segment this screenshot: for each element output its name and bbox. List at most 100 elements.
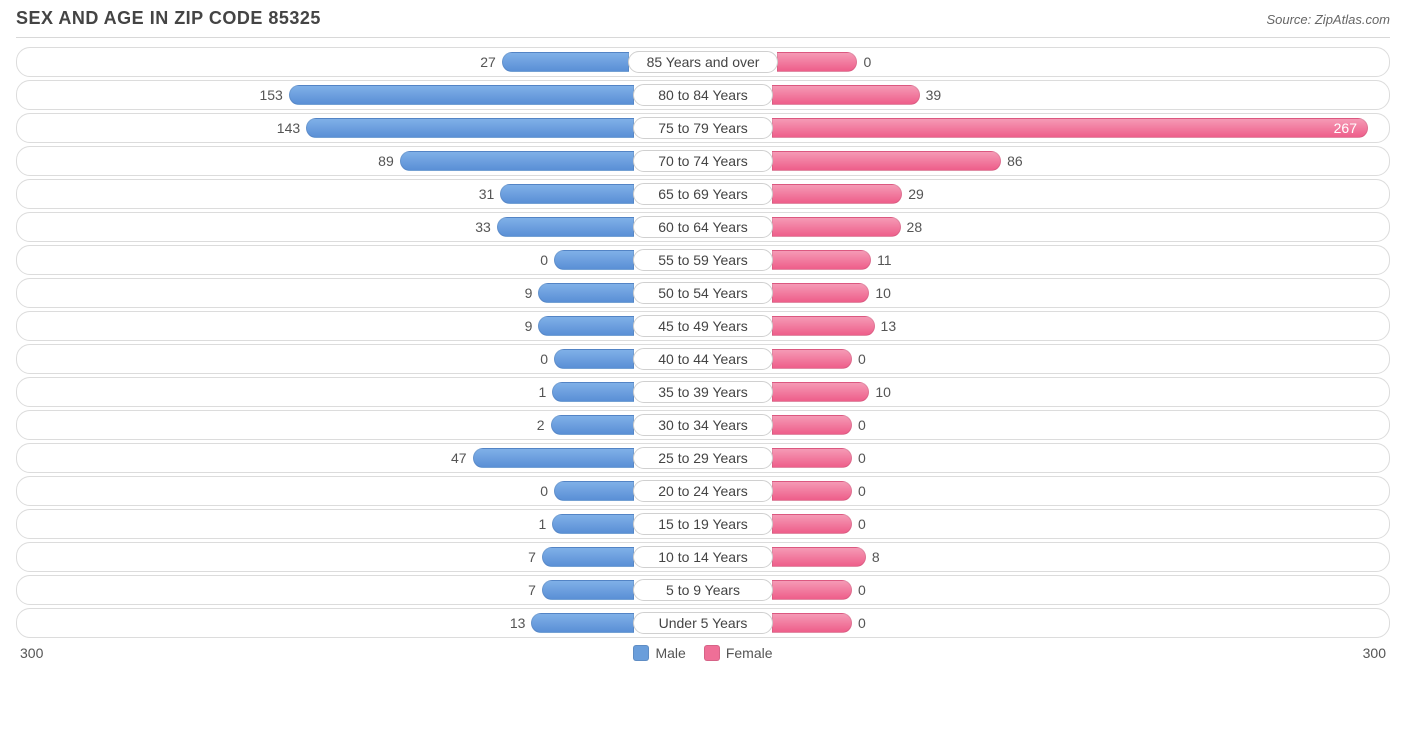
female-value: 29 [902, 186, 930, 202]
male-value: 0 [534, 351, 554, 367]
age-group-label: Under 5 Years [633, 612, 773, 634]
pyramid-row: 47 25 to 29 Years 0 [16, 443, 1390, 473]
age-group-label: 35 to 39 Years [633, 381, 773, 403]
axis-max-left: 300 [20, 645, 43, 661]
male-bar [531, 613, 634, 633]
male-bar [554, 481, 634, 501]
age-group-label: 60 to 64 Years [633, 216, 773, 238]
legend-male: Male [633, 645, 685, 661]
pyramid-row: 0 40 to 44 Years 0 [16, 344, 1390, 374]
male-bar [502, 52, 629, 72]
age-group-label: 50 to 54 Years [633, 282, 773, 304]
female-value: 10 [869, 384, 897, 400]
male-value: 13 [504, 615, 532, 631]
female-bar [772, 382, 869, 402]
age-group-label: 75 to 79 Years [633, 117, 773, 139]
chart-source: Source: ZipAtlas.com [1266, 12, 1390, 27]
age-group-label: 80 to 84 Years [633, 84, 773, 106]
male-bar [500, 184, 634, 204]
female-bar [772, 349, 852, 369]
legend-female-label: Female [726, 645, 773, 661]
chart-header: SEX AND AGE IN ZIP CODE 85325 Source: Zi… [16, 8, 1390, 37]
pyramid-row: 7 10 to 14 Years 8 [16, 542, 1390, 572]
male-bar [554, 349, 634, 369]
population-pyramid-chart: 2785 Years and over015380 to 84 Years391… [16, 37, 1390, 638]
chart-footer: 300 Male Female 300 [16, 641, 1390, 661]
male-bar [289, 85, 634, 105]
male-value: 2 [531, 417, 551, 433]
age-group-label: 85 Years and over [628, 51, 779, 73]
male-value: 0 [534, 252, 554, 268]
pyramid-row: 75 to 9 Years0 [16, 575, 1390, 605]
female-bar [772, 316, 875, 336]
female-value: 0 [852, 516, 872, 532]
male-value: 9 [519, 318, 539, 334]
pyramid-row: 13Under 5 Years0 [16, 608, 1390, 638]
male-value: 33 [469, 219, 497, 235]
male-bar [551, 415, 634, 435]
female-bar [772, 184, 902, 204]
age-group-label: 70 to 74 Years [633, 150, 773, 172]
pyramid-row: 31 65 to 69 Years 29 [16, 179, 1390, 209]
female-value: 0 [857, 54, 877, 70]
male-value: 27 [474, 54, 502, 70]
female-bar [772, 448, 852, 468]
male-value: 31 [473, 186, 501, 202]
male-value: 89 [372, 153, 400, 169]
female-bar: 267 [772, 118, 1368, 138]
age-group-label: 10 to 14 Years [633, 546, 773, 568]
age-group-label: 15 to 19 Years [633, 513, 773, 535]
pyramid-row: 1 35 to 39 Years 10 [16, 377, 1390, 407]
pyramid-row: 9 50 to 54 Years 10 [16, 278, 1390, 308]
pyramid-row: 89 70 to 74 Years 86 [16, 146, 1390, 176]
female-value: 28 [901, 219, 929, 235]
age-group-label: 40 to 44 Years [633, 348, 773, 370]
age-group-label: 30 to 34 Years [633, 414, 773, 436]
pyramid-row: 143 75 to 79 Years 267 [16, 113, 1390, 143]
female-value: 0 [852, 417, 872, 433]
female-bar [772, 217, 901, 237]
male-bar [306, 118, 634, 138]
female-value: 267 [1334, 120, 1357, 136]
female-bar [772, 283, 869, 303]
female-value: 0 [852, 483, 872, 499]
age-group-label: 65 to 69 Years [633, 183, 773, 205]
male-bar [552, 382, 634, 402]
male-value: 0 [534, 483, 554, 499]
female-value: 10 [869, 285, 897, 301]
female-value: 11 [871, 252, 898, 268]
male-bar [497, 217, 634, 237]
female-bar [772, 613, 852, 633]
female-bar [777, 52, 857, 72]
male-bar [473, 448, 634, 468]
pyramid-row: 33 60 to 64 Years 28 [16, 212, 1390, 242]
male-bar [542, 580, 634, 600]
age-group-label: 25 to 29 Years [633, 447, 773, 469]
age-group-label: 45 to 49 Years [633, 315, 773, 337]
male-value: 1 [532, 384, 552, 400]
female-value: 86 [1001, 153, 1029, 169]
legend: Male Female [633, 645, 772, 661]
pyramid-row: 115 to 19 Years0 [16, 509, 1390, 539]
male-bar [554, 250, 634, 270]
female-value: 39 [920, 87, 948, 103]
pyramid-row: 055 to 59 Years11 [16, 245, 1390, 275]
male-value: 7 [522, 549, 542, 565]
male-value: 7 [522, 582, 542, 598]
female-bar [772, 481, 852, 501]
female-value: 0 [852, 351, 872, 367]
male-value: 143 [271, 120, 306, 136]
female-bar [772, 415, 852, 435]
male-value: 47 [445, 450, 473, 466]
male-value: 9 [519, 285, 539, 301]
female-bar [772, 547, 866, 567]
female-value: 8 [866, 549, 886, 565]
age-group-label: 5 to 9 Years [633, 579, 773, 601]
female-bar [772, 514, 852, 534]
female-value: 0 [852, 450, 872, 466]
axis-max-right: 300 [1363, 645, 1386, 661]
male-bar [538, 283, 634, 303]
female-bar [772, 151, 1001, 171]
legend-male-label: Male [655, 645, 685, 661]
pyramid-row: 2 30 to 34 Years 0 [16, 410, 1390, 440]
